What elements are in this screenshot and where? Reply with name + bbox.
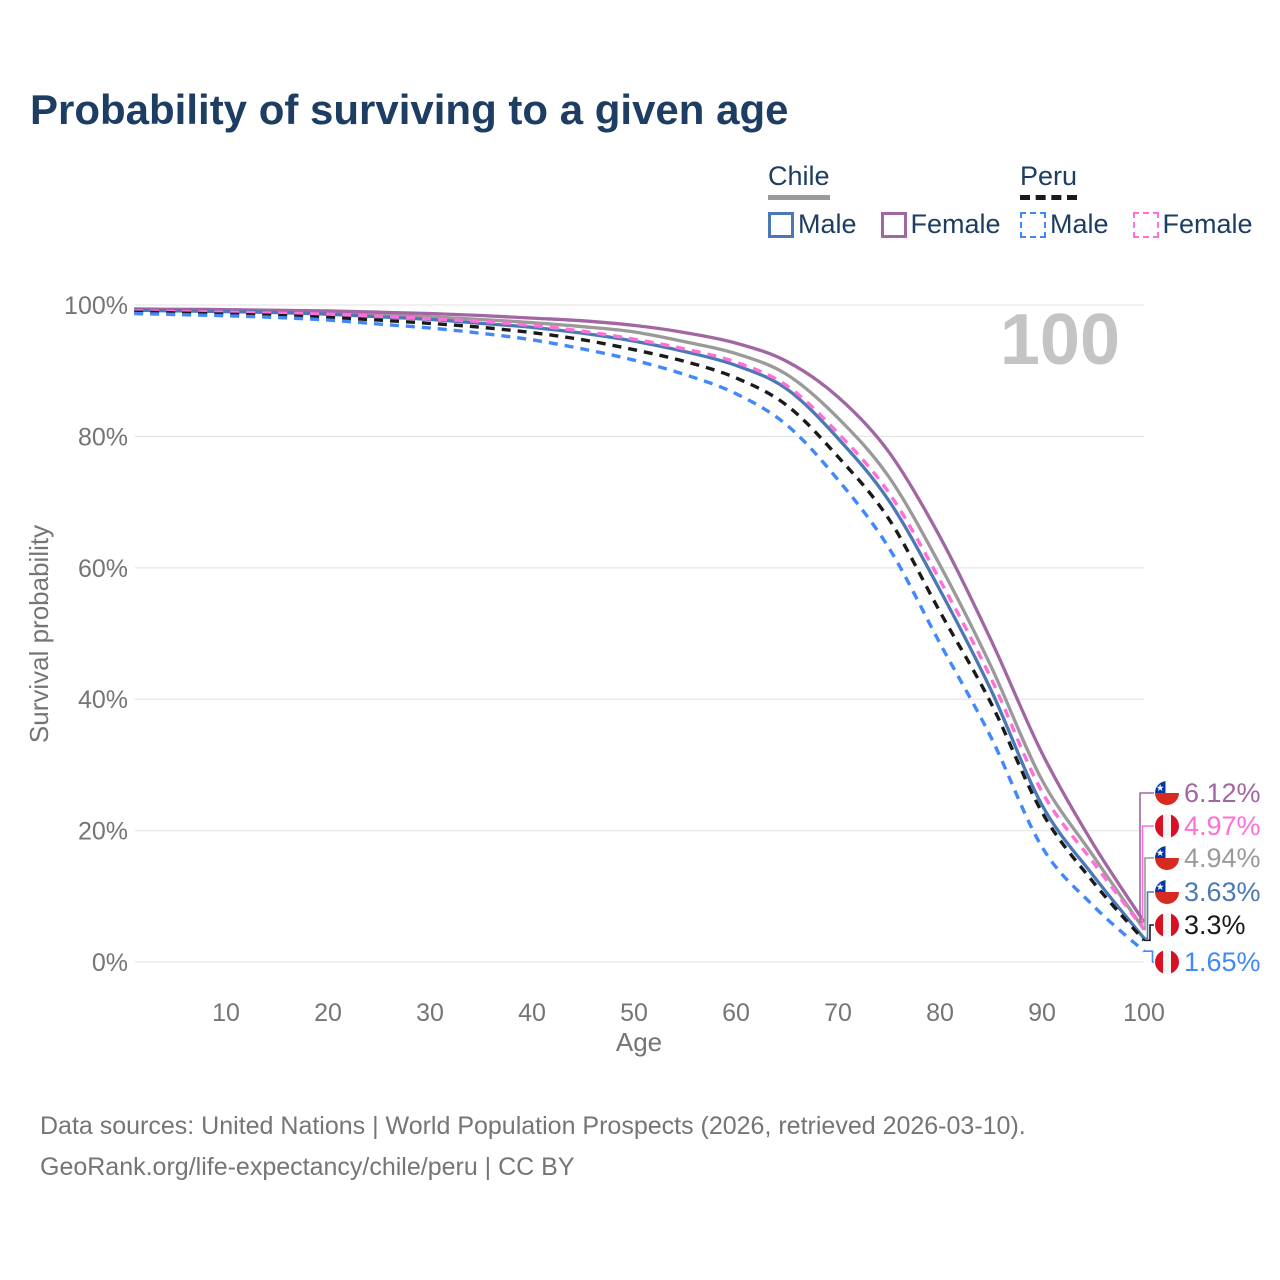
svg-text:★: ★ <box>1156 848 1165 859</box>
end-value-label-peru: 3.3% <box>1184 910 1246 940</box>
legend-header-peru[interactable]: Peru <box>1020 161 1078 200</box>
y-tick-label: 40% <box>78 686 128 714</box>
legend-item-chile-female[interactable]: Female <box>880 209 1001 240</box>
x-tick-label: 90 <box>1028 999 1056 1027</box>
y-tick-label: 100% <box>64 292 128 320</box>
x-tick-label: 10 <box>212 999 240 1027</box>
peru-flag-icon <box>1155 913 1179 937</box>
legend-group-chile: Chile Male Female <box>768 161 1001 240</box>
y-tick-label: 0% <box>92 949 128 977</box>
chile-flag-icon: ★ <box>1155 846 1179 870</box>
end-value-label-chile-female: 6.12% <box>1184 778 1261 808</box>
legend-label: Male <box>798 209 857 239</box>
x-tick-label: 100 <box>1123 999 1165 1027</box>
legend-label: Female <box>910 209 1001 239</box>
x-tick-label: 60 <box>722 999 750 1027</box>
chile-flag-icon: ★ <box>1155 781 1179 805</box>
legend-item-peru-male[interactable]: Male <box>1020 209 1109 240</box>
watermark-100: 100 <box>1000 300 1120 380</box>
footer: Data sources: United Nations | World Pop… <box>40 1106 1026 1188</box>
legend-label: Male <box>1050 209 1109 239</box>
peru-male-swatch-icon <box>1020 211 1046 238</box>
y-tick-label: 80% <box>78 423 128 451</box>
end-label-connector <box>1144 924 1154 942</box>
end-label-connector <box>1144 950 1154 963</box>
legend-header-chile[interactable]: Chile <box>768 161 830 200</box>
series-line-peru <box>134 310 1146 942</box>
series-line-peru-female <box>134 309 1146 931</box>
series-line-chile-female <box>134 307 1146 923</box>
series-line-peru-male <box>134 311 1146 953</box>
x-tick-label: 20 <box>314 999 342 1027</box>
end-value-label-chile-male: 3.63% <box>1184 877 1261 907</box>
y-axis-title: Survival probability <box>24 525 54 743</box>
y-tick-label: 60% <box>78 555 128 583</box>
end-label-connector <box>1144 891 1154 939</box>
end-label-connector <box>1141 825 1154 931</box>
chile-flag-icon: ★ <box>1155 880 1179 904</box>
footer-link-line: GeoRank.org/life-expectancy/chile/peru |… <box>40 1153 575 1181</box>
y-tick-label: 20% <box>78 818 128 846</box>
x-tick-label: 70 <box>824 999 852 1027</box>
series-line-chile <box>134 307 1146 931</box>
legend-label: Female <box>1162 209 1253 239</box>
legend-item-chile-male[interactable]: Male <box>768 209 857 240</box>
page-title: Probability of surviving to a given age <box>30 86 789 133</box>
footer-source-line: Data sources: United Nations | World Pop… <box>40 1112 1026 1140</box>
peru-female-swatch-icon <box>1132 211 1159 238</box>
svg-text:★: ★ <box>1156 882 1165 893</box>
end-label-connector <box>1144 857 1154 931</box>
legend-items-peru: Male Female <box>1020 209 1253 240</box>
end-value-label-peru-male: 1.65% <box>1184 947 1261 977</box>
legend-items-chile: Male Female <box>768 209 1001 240</box>
peru-flag-icon <box>1155 814 1179 838</box>
end-value-label-chile: 4.94% <box>1184 843 1261 873</box>
series-line-chile-male <box>134 308 1146 940</box>
x-axis-title: Age <box>616 1027 662 1057</box>
svg-text:★: ★ <box>1156 783 1165 794</box>
legend-group-peru: Peru Male Female <box>1020 161 1253 240</box>
x-tick-label: 40 <box>518 999 546 1027</box>
chile-female-swatch-icon <box>880 211 907 238</box>
chile-male-swatch-icon <box>768 211 794 238</box>
x-tick-label: 80 <box>926 999 954 1027</box>
x-tick-label: 50 <box>620 999 648 1027</box>
legend-item-peru-female[interactable]: Female <box>1132 209 1253 240</box>
end-value-label-peru-female: 4.97% <box>1184 811 1261 841</box>
peru-flag-icon <box>1155 950 1179 974</box>
x-tick-label: 30 <box>416 999 444 1027</box>
